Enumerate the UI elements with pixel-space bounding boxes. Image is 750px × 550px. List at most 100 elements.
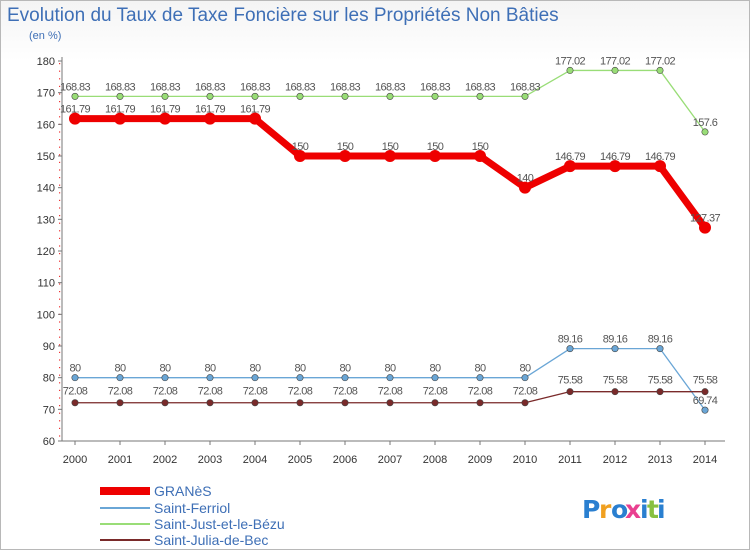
logo-letter: i [640,495,649,524]
y-axis-dot [59,63,61,65]
data-label: 150 [427,141,444,153]
y-axis-dot [59,161,61,163]
data-label: 69.74 [693,395,718,407]
data-point [566,66,574,74]
data-point [71,399,79,407]
data-point [249,112,261,125]
data-point [474,150,486,162]
x-tick-label: 2004 [243,454,267,466]
x-tick-label: 2009 [468,454,492,466]
data-point [206,92,214,100]
y-tick-label: 180 [37,56,55,68]
y-axis-dot [59,108,61,110]
x-tick-label: 2007 [378,454,402,466]
data-label: 72.08 [108,386,133,398]
data-point [251,374,259,382]
data-label: 80 [69,363,81,375]
y-tick-label: 90 [43,341,55,353]
y-tick-label: 60 [43,436,55,448]
data-label: 150 [337,141,354,153]
x-tick-label: 2008 [423,454,447,466]
data-point [161,92,169,100]
y-axis-dot [59,207,61,209]
data-label: 72.08 [288,386,313,398]
data-label: 177.02 [555,55,586,67]
data-point [114,112,126,125]
x-tick-label: 2012 [603,454,627,466]
legend-label: GRANèS [154,483,212,499]
data-label: 146.79 [645,151,676,163]
data-label: 72.08 [333,386,358,398]
logo-letter: P [582,495,600,524]
data-label: 161.79 [195,104,226,116]
y-axis-dot [59,101,61,103]
y-axis-dot [59,222,61,224]
x-tick-label: 2003 [198,454,222,466]
data-point [69,112,81,125]
logo-letter: t [647,495,659,524]
data-label: 72.08 [153,386,178,398]
data-point [699,221,711,234]
data-point [431,92,439,100]
data-label: 168.83 [240,81,271,93]
data-label: 89.16 [648,334,673,346]
y-axis-dot [59,344,61,346]
data-label: 177.02 [645,55,676,67]
data-label: 157.6 [693,117,718,129]
y-axis-dot [59,78,61,80]
y-axis-dot [59,291,61,293]
data-label: 168.83 [330,81,361,93]
y-axis-dot [59,359,61,361]
data-point [654,160,666,173]
legend-label: Saint-Just-et-le-Bézu [154,516,285,532]
y-tick-label: 170 [37,88,55,100]
data-point [609,160,621,173]
logo-letter: x [625,495,641,524]
y-axis-dot [59,177,61,179]
data-point [521,374,529,382]
data-label: 168.83 [195,81,226,93]
data-point [296,399,304,407]
data-point [116,399,124,407]
x-tick-label: 2001 [108,454,132,466]
data-point [71,374,79,382]
data-point [519,181,531,194]
data-label: 72.08 [378,386,403,398]
data-label: 146.79 [600,151,631,163]
data-label: 75.58 [648,375,673,387]
data-label: 177.02 [600,55,631,67]
y-axis-dot [59,184,61,186]
data-label: 80 [519,363,531,375]
y-axis-dot [59,329,61,331]
x-tick-label: 2014 [693,454,717,466]
x-tick-label: 2013 [648,454,672,466]
y-axis-dot [59,351,61,353]
data-point [296,374,304,382]
data-point [251,399,259,407]
y-tick-label: 130 [37,214,55,226]
data-label: 168.83 [285,81,316,93]
y-axis-dot [59,336,61,338]
y-axis-dot [59,420,61,422]
y-tick-label: 80 [43,373,55,385]
data-point [564,160,576,173]
data-point [386,92,394,100]
data-point [294,150,306,162]
y-tick-label: 150 [37,151,55,163]
y-axis-dot [59,230,61,232]
chart-unit: (en %) [29,30,62,42]
data-label: 168.83 [60,81,91,93]
y-axis-dot [59,116,61,118]
data-point [701,388,709,396]
data-point [431,399,439,407]
y-axis-dot [59,253,61,255]
data-point [521,399,529,407]
data-label: 80 [384,363,396,375]
data-label: 80 [474,363,486,375]
y-axis-dot [59,245,61,247]
data-point [206,399,214,407]
data-label: 75.58 [603,375,628,387]
data-label: 72.08 [243,386,268,398]
data-point [251,92,259,100]
